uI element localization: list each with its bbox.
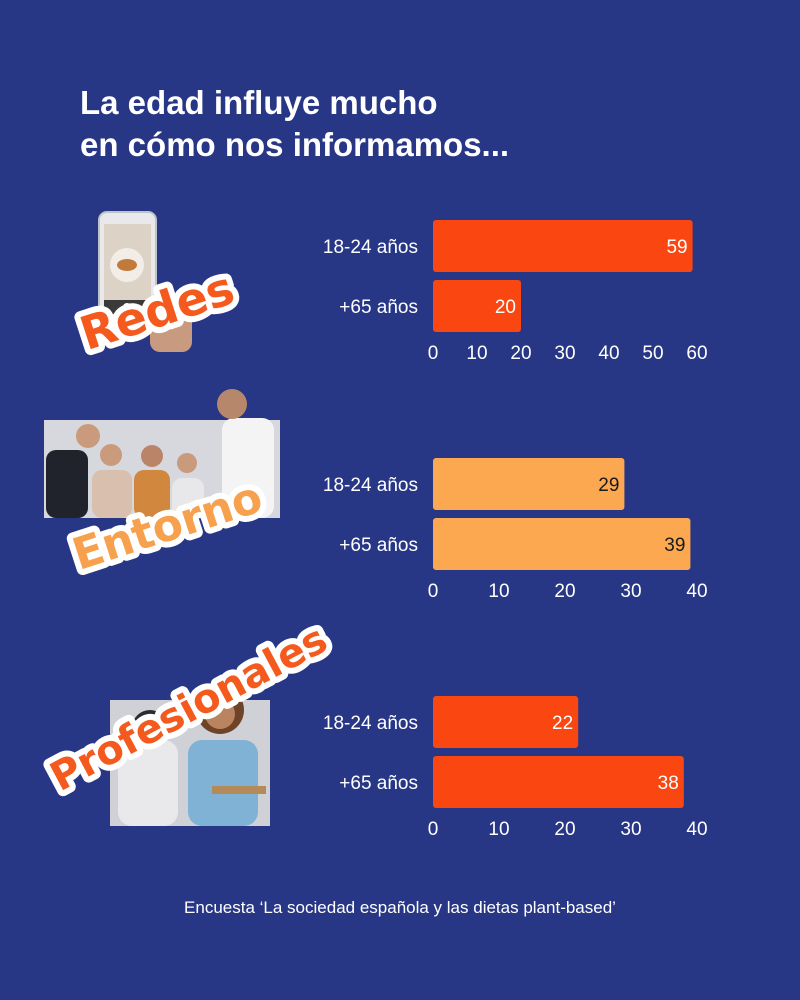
category-label: 18-24 años: [323, 237, 418, 258]
bar-chart-2: 18-24 años 22 +65 años 38 0 10 20 30 40: [323, 696, 708, 840]
value-label: 39: [664, 535, 685, 556]
person-5-shape: [222, 418, 274, 518]
person-1-shape: [46, 450, 88, 518]
croissant-shape: [117, 259, 137, 271]
person-2-shape: [92, 470, 132, 518]
person-4-shape: [172, 478, 204, 518]
value-label: 22: [552, 713, 573, 734]
group-photo: [44, 389, 280, 518]
bar-chart-1: 18-24 años 29 +65 años 39 0 10 20 30 40: [323, 458, 708, 602]
person-3-shape: [134, 470, 170, 518]
person-5-head: [217, 389, 247, 419]
bar-charts: 18-24 años 59+65 años 200 10 20 30 40 50 6018-24…: [323, 220, 708, 840]
tick-label: 10: [488, 581, 509, 602]
person-front-face: [205, 699, 235, 729]
bar: [433, 756, 684, 808]
bar: [433, 280, 521, 332]
person-3-head: [141, 445, 163, 467]
value-label: 38: [658, 773, 679, 794]
page-title: La edad influye mucho en cómo nos inform…: [80, 82, 509, 166]
tick-label: 10: [488, 819, 509, 840]
person-back-head: [132, 710, 168, 746]
person-back-shape: [118, 740, 178, 826]
person-4-head: [177, 453, 197, 473]
title-line-1: La edad influye mucho: [80, 84, 438, 121]
tick-label: 20: [510, 343, 531, 364]
title-line-2: en cómo nos informamos...: [80, 126, 510, 163]
person-front-shape: [188, 740, 258, 826]
value-label: 29: [598, 475, 619, 496]
bar: [433, 220, 693, 272]
person-1-head: [76, 424, 100, 448]
category-label: 18-24 años: [323, 713, 418, 734]
value-label: 20: [495, 297, 516, 318]
professionals-photo: [110, 686, 270, 826]
tick-label: 0: [428, 581, 439, 602]
tick-label: 30: [554, 343, 575, 364]
tick-label: 40: [686, 581, 707, 602]
bar: [433, 696, 579, 748]
shutter-button: [123, 303, 131, 311]
tick-label: 50: [642, 343, 663, 364]
tick-label: 30: [620, 819, 641, 840]
tick-label: 20: [554, 581, 575, 602]
value-label: 59: [666, 237, 687, 258]
category-label: +65 años: [339, 297, 418, 318]
tick-label: 40: [598, 343, 619, 364]
tick-label: 60: [686, 343, 707, 364]
category-label: +65 años: [339, 773, 418, 794]
hand-shape: [150, 300, 192, 352]
tick-label: 30: [620, 581, 641, 602]
phone-photo: [98, 211, 192, 352]
person-2-head: [100, 444, 122, 466]
bar-chart-0: 18-24 años 59 +65 años 20 0 10 20 30 40 50 60: [323, 220, 708, 364]
source-note: Encuesta ‘La sociedad española y las die…: [184, 898, 616, 917]
category-label: +65 años: [339, 535, 418, 556]
clipboard-shape: [212, 786, 266, 794]
tick-label: 10: [466, 343, 487, 364]
tick-label: 0: [428, 343, 439, 364]
tick-label: 0: [428, 819, 439, 840]
bar: [433, 518, 691, 570]
tick-label: 40: [686, 819, 707, 840]
bar: [433, 458, 625, 510]
tick-label: 20: [554, 819, 575, 840]
category-label: 18-24 años: [323, 475, 418, 496]
